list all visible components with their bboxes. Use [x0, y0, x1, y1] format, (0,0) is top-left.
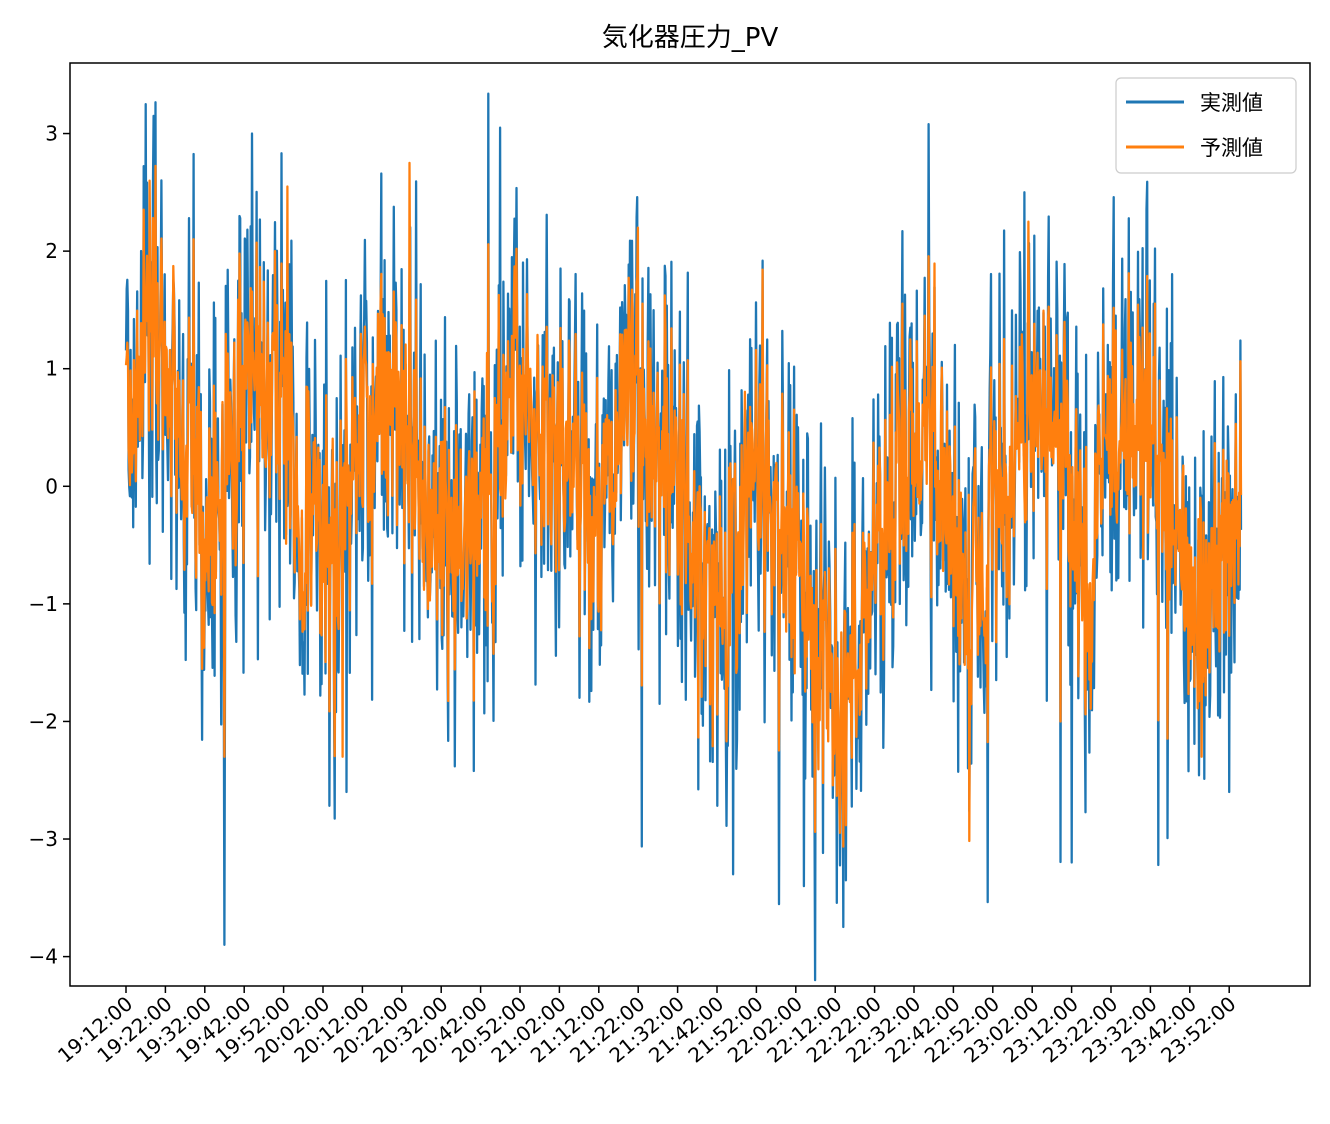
- chart-title: 気化器圧力_PV: [602, 23, 779, 53]
- y-tick-label: −3: [29, 827, 58, 851]
- y-tick-label: 1: [45, 357, 58, 381]
- legend-label-predicted: 予測値: [1200, 136, 1263, 160]
- y-tick-label: −2: [29, 709, 58, 733]
- series-predicted-line: [124, 161, 1243, 848]
- series-layer: [124, 92, 1243, 982]
- y-tick-label: −1: [29, 592, 58, 616]
- y-tick-label: −4: [29, 945, 58, 969]
- legend: 実測値 予測値: [1115, 77, 1297, 174]
- y-tick-label: 3: [45, 122, 58, 146]
- y-axis: 3 2 1 0 −1 −2 −3 −4: [29, 122, 70, 969]
- legend-label-measured: 実測値: [1200, 91, 1263, 115]
- x-axis: 19:12:0019:22:0019:32:0019:42:0019:52:00…: [53, 986, 1240, 1068]
- y-tick-label: 0: [45, 474, 58, 498]
- plot-frame: [69, 62, 1311, 987]
- y-tick-label: 2: [45, 239, 58, 263]
